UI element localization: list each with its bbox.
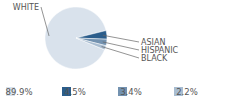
svg-text:3.4%: 3.4% [120,87,142,97]
svg-text:4.5%: 4.5% [64,87,86,97]
svg-text:BLACK: BLACK [141,54,168,63]
svg-text:ASIAN: ASIAN [141,38,166,47]
svg-text:2.2%: 2.2% [176,87,198,97]
svg-text:HISPANIC: HISPANIC [141,46,179,55]
svg-text:WHITE: WHITE [13,3,39,12]
svg-text:89.9%: 89.9% [5,87,32,97]
